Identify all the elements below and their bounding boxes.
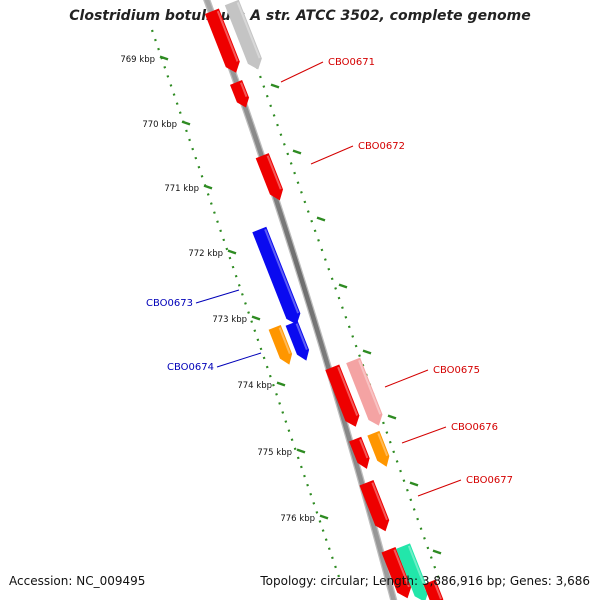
gene-label-cbo0673[interactable]: CBO0673 — [146, 289, 240, 309]
gene-label-leader — [417, 479, 462, 497]
gene-feature-red[interactable] — [325, 364, 362, 429]
gene-arrow-highlight — [266, 155, 282, 190]
gene-arrow-body — [285, 321, 310, 361]
gene-arrow-highlight — [240, 82, 248, 97]
gene-arrow-body — [423, 579, 444, 600]
topology-text: Topology: circular; Length: 3,886,916 bp… — [260, 574, 590, 588]
gene-arrow-highlight — [359, 438, 369, 459]
gene-feature-red[interactable] — [359, 480, 392, 534]
gene-arrow-body — [359, 480, 390, 532]
gene-arrow-highlight — [433, 581, 442, 600]
ruler-tick-label: 771 kbp — [164, 184, 199, 194]
ruler-major-tick — [251, 315, 261, 321]
gene-feature-red[interactable] — [204, 8, 243, 76]
ruler-major-tick — [319, 514, 329, 520]
gene-labels: CBO0671 CBO0672 CBO0673 CBO0674 CBO0675 CBO06… — [146, 57, 513, 497]
ruler-major-tick — [203, 184, 213, 190]
gene-label-text: CBO0672 — [358, 141, 405, 152]
gene-arrow-highlight — [407, 545, 428, 591]
gene-arrow-highlight — [393, 549, 410, 588]
gene-label-leader — [401, 426, 447, 444]
gene-label-text: CBO0673 — [146, 298, 193, 309]
gene-arrow-highlight — [264, 229, 300, 314]
ruler-tick-label: 772 kbp — [188, 249, 223, 259]
gene-arrow-body — [367, 430, 390, 467]
gene-arrow-highlight — [278, 327, 291, 355]
ruler-outer-tick — [292, 149, 302, 155]
gene-label-leader — [195, 289, 240, 304]
ruler-outer-tick — [316, 216, 326, 222]
gene-label-cbo0674[interactable]: CBO0674 — [167, 352, 262, 373]
ruler-outer-tick — [387, 414, 397, 420]
accession-text: Accession: NC_009495 — [9, 574, 146, 588]
gene-feature-red[interactable] — [255, 153, 287, 203]
ruler-outer-line — [241, 27, 442, 583]
ruler-tick-label: 774 kbp — [237, 381, 272, 391]
gene-arrow-body — [230, 80, 250, 108]
ruler-major-tick — [296, 448, 306, 454]
ruler-outer-tick — [338, 283, 348, 289]
gene-arrow-highlight — [371, 482, 388, 521]
ruler-outer-tick — [270, 83, 280, 89]
gene-feature-blue[interactable] — [285, 321, 313, 363]
gene-label-cbo0671[interactable]: CBO0671 — [280, 57, 375, 83]
gene-arrow-highlight — [337, 366, 359, 416]
ruler-major-tick — [159, 55, 169, 61]
ruler-major-tick — [227, 249, 237, 255]
gene-label-cbo0677[interactable]: CBO0677 — [417, 475, 513, 497]
gene-feature-red[interactable] — [423, 579, 446, 600]
gene-label-text: CBO0677 — [466, 475, 513, 486]
ruler-tick-label: 769 kbp — [120, 55, 155, 65]
gene-arrow-body — [224, 0, 262, 70]
gene-arrow-body — [349, 436, 370, 469]
gene-label-text: CBO0671 — [328, 57, 375, 68]
gene-arrow-body — [204, 8, 240, 73]
ruler-tick-label: 776 kbp — [280, 514, 315, 524]
gene-feature-blue[interactable] — [252, 226, 303, 327]
gene-label-text: CBO0674 — [167, 362, 214, 373]
gene-arrow-body — [252, 226, 301, 325]
gene-label-cbo0675[interactable]: CBO0675 — [384, 365, 480, 388]
gene-label-text: CBO0675 — [433, 365, 480, 376]
gene-feature-red-light[interactable] — [346, 357, 386, 429]
gene-arrow-highlight — [295, 323, 308, 351]
gene-feature-teal[interactable] — [396, 543, 432, 600]
ruler-outer-tick — [432, 549, 442, 555]
gene-feature-orange[interactable] — [367, 430, 392, 469]
gene-label-cbo0672[interactable]: CBO0672 — [310, 141, 405, 165]
gene-feature-gray[interactable] — [224, 0, 265, 72]
ruler-tick-label: 775 kbp — [257, 448, 292, 458]
gene-label-leader — [384, 369, 429, 388]
gene-arrow-highlight — [358, 359, 382, 415]
gene-feature-orange[interactable] — [268, 325, 296, 367]
gene-label-leader — [216, 352, 262, 368]
ruler-tick-label: 773 kbp — [212, 315, 247, 325]
gene-arrow-body — [325, 364, 360, 427]
ruler-track: 769 kbp 770 kbp 771 kbp 772 kbp 773 kbp 774 k… — [120, 27, 442, 583]
gene-label-text: CBO0676 — [451, 422, 498, 433]
feature-track — [204, 0, 446, 600]
gene-arrow-body — [346, 357, 383, 426]
gene-arrow-highlight — [236, 1, 261, 59]
gene-arrow-body — [396, 543, 429, 600]
gene-arrow-highlight — [377, 433, 389, 457]
gene-arrow-body — [268, 325, 293, 365]
gene-label-cbo0676[interactable]: CBO0676 — [401, 422, 498, 444]
ruler-major-tick — [181, 120, 191, 126]
gene-label-leader — [280, 61, 324, 83]
ruler-outer-tick — [409, 481, 419, 487]
gene-feature-red[interactable] — [381, 547, 414, 600]
gene-feature-red[interactable] — [230, 80, 252, 110]
gene-feature-red[interactable] — [349, 436, 373, 472]
gene-arrow-body — [381, 547, 412, 599]
ruler-major-tick — [276, 381, 286, 387]
gene-label-leader — [310, 145, 354, 165]
genome-title: Clostridium botulinum A str. ATCC 3502, … — [69, 8, 531, 24]
gene-arrow-highlight — [216, 10, 239, 62]
ruler-outer-tick — [362, 349, 372, 355]
gene-arrow-body — [255, 153, 284, 201]
ruler-tick-label: 770 kbp — [142, 120, 177, 130]
